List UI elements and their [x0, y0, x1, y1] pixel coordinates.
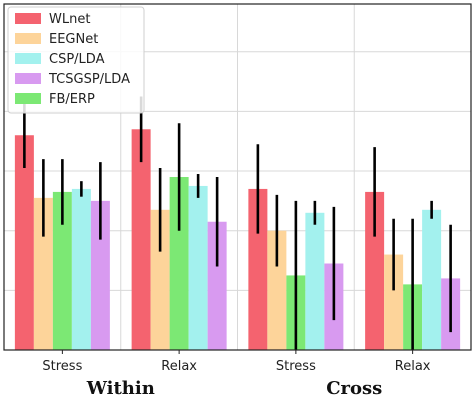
- x-tick-label: Relax: [395, 359, 431, 374]
- legend-swatch: [15, 93, 41, 104]
- legend-label: CSP/LDA: [49, 52, 105, 67]
- bar-csp-lda: [188, 185, 208, 350]
- bar-fb-erp: [52, 191, 72, 350]
- bar-csp-lda: [71, 188, 91, 350]
- bar-tcsgsp-lda: [207, 221, 227, 350]
- bar-wlnet: [14, 135, 34, 350]
- legend-label: TCSGSP/LDA: [48, 72, 130, 87]
- legend-swatch: [15, 73, 41, 84]
- group-label-cross: Cross: [326, 378, 382, 399]
- bar-wlnet: [248, 188, 268, 350]
- error-bars: [23, 96, 452, 350]
- bar-eegnet: [267, 230, 287, 350]
- legend-label: WLnet: [49, 12, 90, 27]
- legend-box: [7, 6, 145, 114]
- legend-swatch: [15, 53, 41, 64]
- plot-frame: [3, 3, 472, 351]
- legend-label: FB/ERP: [49, 92, 95, 107]
- group-label-within: Within: [86, 378, 155, 399]
- bar-csp-lda: [422, 209, 442, 350]
- x-tick-labels: Stress Relax Stress Relax: [42, 350, 431, 374]
- bar-wlnet: [365, 191, 385, 350]
- bar-wlnet: [131, 129, 151, 350]
- bar-eegnet: [150, 209, 170, 350]
- bar-fb-erp: [169, 177, 189, 350]
- legend: WLnet EEGNet CSP/LDA TCSGSP/LDA FB/ERP: [7, 6, 145, 114]
- legend-label: EEGNet: [49, 32, 98, 47]
- bar-tcsgsp-lda: [90, 200, 110, 350]
- x-tick-label: Relax: [161, 359, 197, 374]
- bars: [14, 129, 461, 350]
- legend-swatch: [15, 13, 41, 24]
- group-labels: Within Cross: [86, 378, 383, 399]
- legend-swatch: [15, 33, 41, 44]
- bar-eegnet: [384, 254, 404, 350]
- bar-eegnet: [33, 197, 53, 350]
- x-tick-label: Stress: [276, 359, 316, 374]
- x-tick-label: Stress: [42, 359, 82, 374]
- bar-csp-lda: [305, 212, 325, 350]
